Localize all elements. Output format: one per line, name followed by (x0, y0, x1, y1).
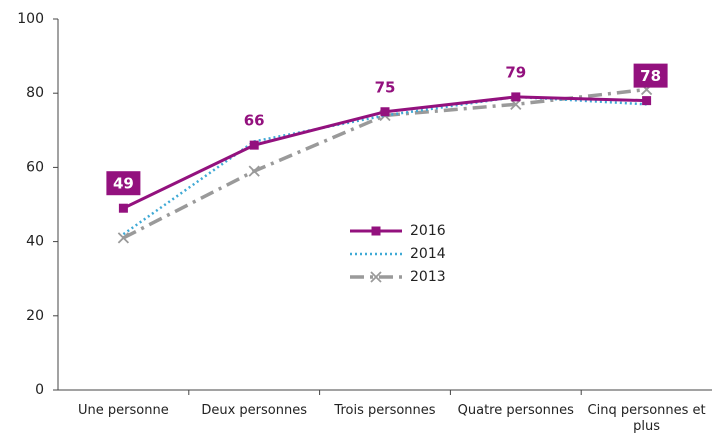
marker (117, 232, 130, 244)
marker (370, 271, 382, 283)
x-tick-label: Trois personnes (334, 403, 436, 418)
y-tick-label: 80 (26, 85, 44, 101)
marker (248, 165, 260, 177)
y-tick-label: 20 (26, 308, 44, 324)
x-tick-label: Cinq personnes et plus (587, 403, 706, 434)
x-tick-label: Deux personnes (201, 403, 308, 418)
y-tick-label: 100 (17, 11, 44, 27)
marker (642, 96, 652, 106)
marker (511, 92, 521, 102)
data-label: 75 (375, 78, 396, 96)
y-tick-label: 40 (26, 234, 44, 250)
data-label: 79 (505, 63, 526, 81)
marker (380, 107, 390, 117)
marker (249, 140, 259, 150)
legend-label: 2013 (410, 269, 446, 285)
x-tick-label: Une personne (78, 403, 169, 418)
y-tick-label: 60 (26, 159, 44, 175)
marker (118, 203, 128, 213)
data-label-box (633, 63, 668, 88)
marker (371, 226, 381, 236)
x-tick-label: Quatre personnes (457, 403, 574, 418)
data-label: 66 (244, 112, 265, 130)
y-tick-label: 0 (35, 382, 44, 398)
series-line (122, 95, 647, 236)
legend-label: 2014 (410, 246, 446, 262)
data-label: 49 (113, 175, 134, 193)
legend-label: 2016 (410, 223, 446, 239)
data-label: 78 (640, 67, 661, 85)
data-label-box (106, 171, 141, 196)
